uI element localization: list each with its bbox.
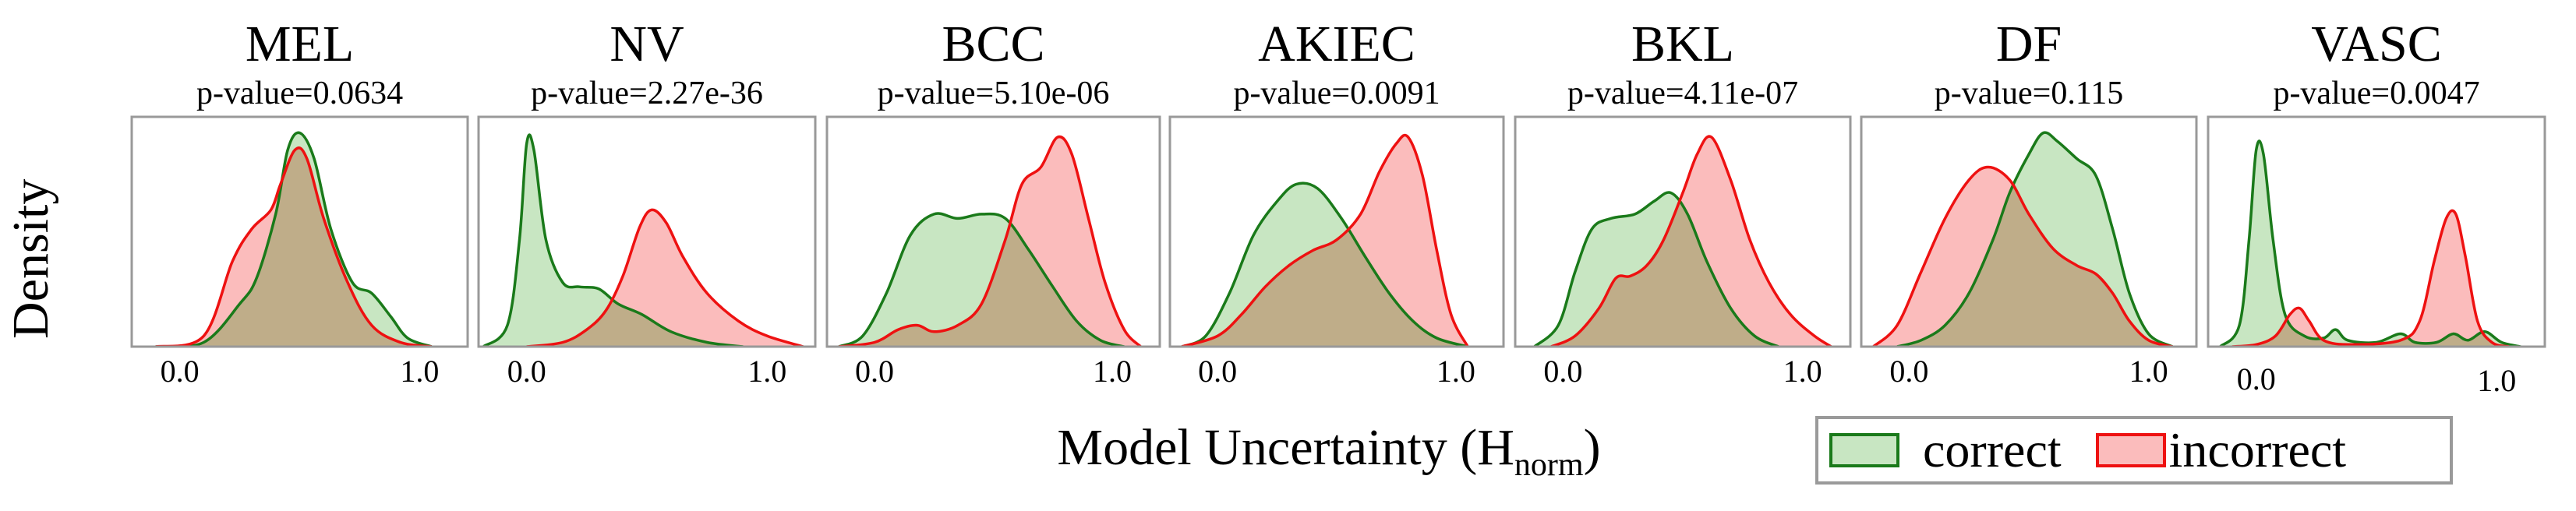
x-tick-label: 1.0 <box>2477 363 2516 398</box>
x-tick-label: 0.0 <box>507 354 546 389</box>
x-tick-label: 1.0 <box>1783 354 1822 389</box>
panel-vasc: VASC p-value=0.0047 0.0 1.0 <box>2207 16 2546 398</box>
incorrect-density-line <box>526 208 804 347</box>
panel-pvalue: p-value=0.0047 <box>2273 76 2479 111</box>
panel-bkl: BKL p-value=4.11e-07 0.0 1.0 <box>1514 16 1852 389</box>
panel-bcc: BCC p-value=5.10e-06 0.0 1.0 <box>825 16 1161 389</box>
panel-title: VASC <box>2311 16 2442 72</box>
correct-density-line <box>838 212 1125 347</box>
panel-title: BCC <box>942 16 1044 72</box>
incorrect-density-fill <box>526 210 804 347</box>
legend-swatch-correct <box>1829 433 1899 467</box>
incorrect-density-line <box>2231 209 2510 347</box>
panel-title: AKIEC <box>1258 16 1415 72</box>
correct-density-line <box>1533 191 1779 347</box>
panel-frame <box>1514 115 1852 348</box>
incorrect-density-line <box>1550 135 1832 347</box>
density-area <box>2219 139 2521 347</box>
panel-frame <box>477 115 817 348</box>
panel-pvalue: p-value=0.115 <box>1935 76 2124 111</box>
panel-frame <box>1168 115 1505 348</box>
density-area <box>1181 133 1469 347</box>
density-area <box>838 135 1142 347</box>
legend-label-incorrect: incorrect <box>2168 422 2347 478</box>
x-tick-label: 0.0 <box>1198 354 1237 389</box>
panel-pvalue: p-value=0.0091 <box>1233 76 1440 111</box>
incorrect-density-line <box>1181 133 1469 347</box>
x-axis-label-close: ) <box>1583 419 1601 476</box>
legend-label-correct: correct <box>1923 422 2062 478</box>
legend-entry-incorrect: incorrect <box>2095 419 2347 481</box>
panel-df: DF p-value=0.115 0.0 1.0 <box>1860 16 2198 389</box>
correct-density-fill <box>2220 141 2521 347</box>
panel-akiec: AKIEC p-value=0.0091 0.0 1.0 <box>1168 16 1505 389</box>
incorrect-density-line <box>155 146 433 347</box>
x-tick-label: 1.0 <box>1436 354 1475 389</box>
incorrect-density-fill <box>1182 135 1468 347</box>
panel-pvalue: p-value=0.0634 <box>196 76 403 111</box>
incorrect-density-fill <box>839 136 1141 347</box>
panel-frame <box>2207 115 2546 348</box>
panel-frame <box>130 115 469 348</box>
density-area <box>155 131 433 347</box>
correct-density-line <box>2219 139 2521 347</box>
x-tick-label: 0.0 <box>1543 354 1582 389</box>
panel-nv: NV p-value=2.27e-36 0.0 1.0 <box>477 16 817 389</box>
density-area <box>1872 131 2174 347</box>
incorrect-density-line <box>839 135 1142 347</box>
panel-title: NV <box>610 16 684 72</box>
x-tick-label: 0.0 <box>2237 361 2276 396</box>
panel-mel: MEL p-value=0.0634 0.0 1.0 <box>130 16 469 389</box>
x-tick-label: 0.0 <box>1889 354 1928 389</box>
x-tick-label: 1.0 <box>400 354 439 389</box>
legend-swatch-incorrect <box>2095 433 2166 467</box>
panel-title: BKL <box>1631 16 1734 72</box>
x-axis-label: Model Uncertainty (Hnorm) <box>1005 418 1652 484</box>
density-area <box>1533 135 1832 347</box>
correct-density-line <box>1896 131 2174 347</box>
x-tick-label: 1.0 <box>747 354 786 389</box>
panel-title: MEL <box>246 16 354 72</box>
correct-density-line <box>482 133 744 347</box>
x-tick-label: 0.0 <box>855 354 894 389</box>
panel-pvalue: p-value=4.11e-07 <box>1567 76 1798 111</box>
x-tick-label: 1.0 <box>1093 354 1132 389</box>
panel-pvalue: p-value=5.10e-06 <box>878 76 1110 111</box>
x-tick-label: 1.0 <box>2129 354 2168 389</box>
x-axis-label-text: Model Uncertainty (H <box>1057 419 1514 476</box>
panel-pvalue: p-value=2.27e-36 <box>531 76 763 111</box>
panel-frame <box>825 115 1161 348</box>
x-tick-label: 0.0 <box>161 354 200 389</box>
density-area <box>482 133 804 347</box>
legend-entry-correct: correct <box>1829 419 2062 481</box>
x-axis-label-subscript: norm <box>1514 447 1584 484</box>
panel-frame <box>1860 115 2198 348</box>
y-axis-label: Density <box>2 178 59 339</box>
incorrect-density-line <box>1872 165 2173 347</box>
correct-density-fill <box>483 135 744 347</box>
legend: correct incorrect <box>1815 416 2453 485</box>
correct-density-line <box>155 131 433 347</box>
panel-title: DF <box>1996 16 2062 72</box>
correct-density-line <box>1181 181 1468 347</box>
